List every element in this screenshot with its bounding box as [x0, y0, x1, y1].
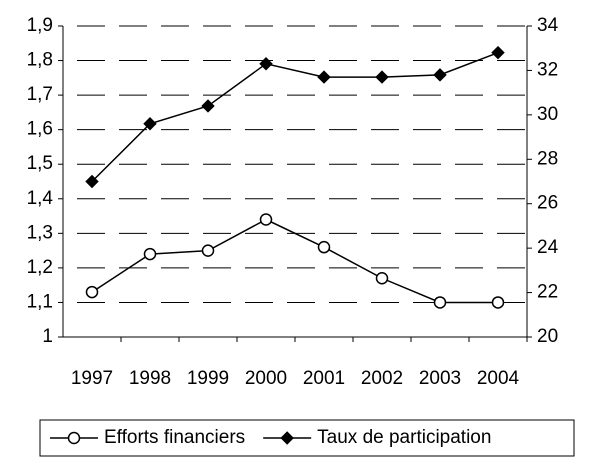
y-tick-label: 1,8	[27, 50, 53, 71]
point	[143, 117, 157, 131]
x-tick-label: 1997	[71, 368, 113, 389]
y-tick-label: 1,2	[27, 257, 53, 278]
x-tick-label: 1999	[187, 368, 229, 389]
y-tick-label: 1,9	[27, 15, 53, 36]
y2-tick-label: 24	[537, 237, 559, 258]
y2-tick-label: 26	[537, 193, 558, 214]
y2-tick-label: 30	[537, 104, 558, 125]
series-line	[91, 218, 498, 304]
point	[491, 45, 505, 60]
y-tick-label: 1,3	[27, 222, 53, 243]
y2-tick-label: 34	[537, 15, 559, 36]
series-line	[91, 51, 499, 183]
y2-tick-label: 28	[537, 148, 558, 169]
y-tick-label: 1,4	[27, 188, 54, 209]
y-tick-label: 1,6	[27, 119, 53, 140]
point	[259, 57, 273, 71]
x-tick-label: 2001	[303, 368, 345, 389]
x-tick-label: 2003	[419, 368, 461, 389]
legend-marker	[67, 431, 81, 445]
y2-tick-label: 20	[537, 326, 558, 347]
x-tick-label: 2004	[477, 368, 520, 389]
point	[85, 174, 99, 189]
point	[375, 272, 389, 285]
y-tick-label: 1,7	[27, 84, 53, 105]
point	[85, 285, 99, 299]
legend-label: Efforts financiers	[104, 427, 245, 448]
y-tick-label: 1,5	[27, 153, 53, 174]
point	[433, 296, 447, 309]
y2-tick-label: 32	[537, 59, 558, 80]
point	[143, 247, 157, 261]
y2-tick-label: 22	[537, 282, 558, 303]
point	[317, 70, 331, 84]
point	[201, 99, 215, 113]
point	[433, 68, 447, 82]
point	[375, 70, 389, 84]
legend-label: Taux de participation	[317, 427, 491, 448]
point	[491, 296, 505, 309]
legend-marker	[280, 431, 294, 445]
x-tick-label: 2002	[361, 368, 403, 389]
point	[201, 244, 215, 257]
x-tick-label: 1998	[129, 368, 171, 389]
y-tick-label: 1,1	[27, 291, 53, 312]
point	[317, 240, 331, 254]
point	[259, 213, 273, 226]
x-tick-label: 2000	[245, 368, 287, 389]
y-tick-label: 1	[42, 326, 53, 347]
